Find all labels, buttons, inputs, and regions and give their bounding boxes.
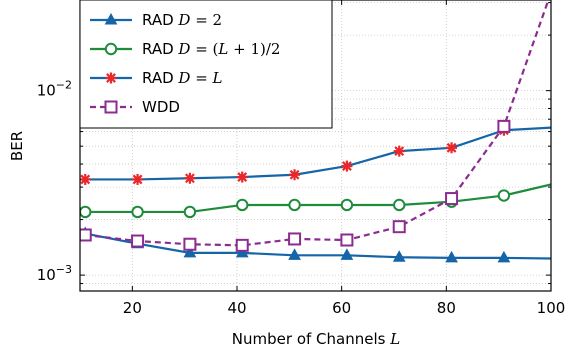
y-tick-label: 10−2 [37, 79, 72, 100]
data-point [183, 237, 197, 251]
data-point [445, 250, 458, 263]
data-point [446, 142, 458, 154]
x-tick-label: 100 [537, 299, 566, 317]
data-point [340, 233, 354, 247]
data-point [80, 173, 91, 185]
data-point [183, 205, 197, 219]
x-tick-label: 80 [437, 299, 456, 317]
data-point [80, 228, 92, 242]
x-tick-label: 60 [332, 299, 351, 317]
data-point [392, 250, 406, 262]
x-axis-label: Number of Channels L [232, 330, 400, 348]
data-point [340, 198, 354, 212]
data-point [131, 234, 145, 248]
data-point [393, 145, 405, 157]
legend-marker [105, 72, 117, 84]
data-point [393, 198, 406, 212]
legend-label: RAD D = L [142, 69, 223, 87]
series-line [85, 183, 551, 214]
legend-marker [104, 42, 118, 56]
data-point [80, 205, 92, 219]
legend-label: RAD D = (L + 1)/2 [142, 40, 280, 58]
data-point [235, 245, 249, 258]
legend-label: RAD D = 2 [142, 11, 222, 29]
series-line [85, 232, 551, 260]
data-point [132, 173, 144, 185]
legend-marker [104, 12, 118, 25]
data-point [131, 205, 144, 219]
data-point [236, 198, 249, 212]
data-point [235, 238, 249, 252]
y-axis-label: BER [8, 131, 26, 161]
data-point [288, 232, 302, 246]
y-tick-label: 10−3 [37, 263, 72, 284]
legend: RAD D = 2 RAD D = (L + 1)/2 RAD D = L WDD [79, 0, 333, 129]
data-point [497, 119, 511, 133]
series-line [85, 0, 550, 247]
data-point [184, 172, 196, 184]
x-tick-label: 40 [227, 299, 246, 317]
data-point [341, 160, 353, 172]
data-point [288, 248, 301, 260]
x-axis-label-text: Number of Channels [232, 330, 386, 348]
data-point [497, 189, 511, 202]
x-axis-label-variable: L [389, 330, 400, 348]
axis-ticks: 20 40 60 80 100 10−3 10−2 [37, 0, 566, 317]
plot-frame [79, 0, 552, 292]
data-point [445, 192, 459, 206]
data-point [289, 169, 301, 181]
data-point [392, 220, 406, 234]
data-point [236, 171, 248, 183]
data-point [340, 248, 354, 260]
legend-marker [104, 100, 118, 114]
series-line [85, 126, 551, 181]
data-point [288, 198, 301, 212]
x-tick-label: 20 [123, 299, 142, 317]
data-point [497, 250, 511, 263]
data-point [183, 245, 197, 258]
legend-label: WDD [142, 98, 180, 116]
series-group [80, 0, 551, 263]
